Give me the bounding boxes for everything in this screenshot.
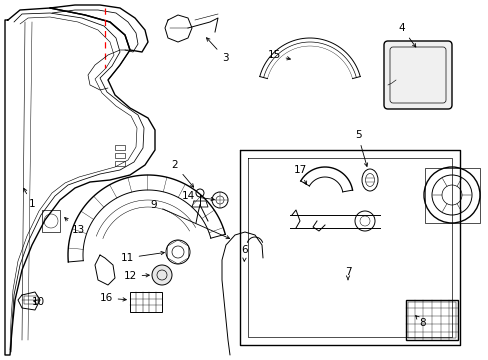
Text: 6: 6 <box>241 245 248 261</box>
Bar <box>115 145 125 150</box>
Text: 16: 16 <box>99 293 126 303</box>
Text: 1: 1 <box>24 188 35 209</box>
FancyBboxPatch shape <box>383 41 451 109</box>
Circle shape <box>152 265 172 285</box>
Text: 5: 5 <box>354 130 367 166</box>
Bar <box>115 153 125 158</box>
Bar <box>24 296 38 304</box>
Text: 10: 10 <box>31 297 44 307</box>
Text: 17: 17 <box>293 165 306 185</box>
Bar <box>115 161 125 166</box>
Text: 8: 8 <box>415 316 426 328</box>
Text: 14: 14 <box>181 191 214 201</box>
Text: 15: 15 <box>267 50 290 60</box>
Text: 3: 3 <box>206 38 228 63</box>
Text: 7: 7 <box>344 267 350 280</box>
Text: 4: 4 <box>398 23 415 47</box>
Bar <box>405 300 457 340</box>
Text: 13: 13 <box>64 217 84 235</box>
Text: 9: 9 <box>150 200 229 239</box>
Bar <box>130 292 162 312</box>
Bar <box>424 168 479 223</box>
Bar <box>407 302 455 338</box>
Text: 2: 2 <box>171 160 193 187</box>
Text: 12: 12 <box>123 271 149 281</box>
Bar <box>42 210 60 232</box>
Text: 11: 11 <box>120 251 164 263</box>
